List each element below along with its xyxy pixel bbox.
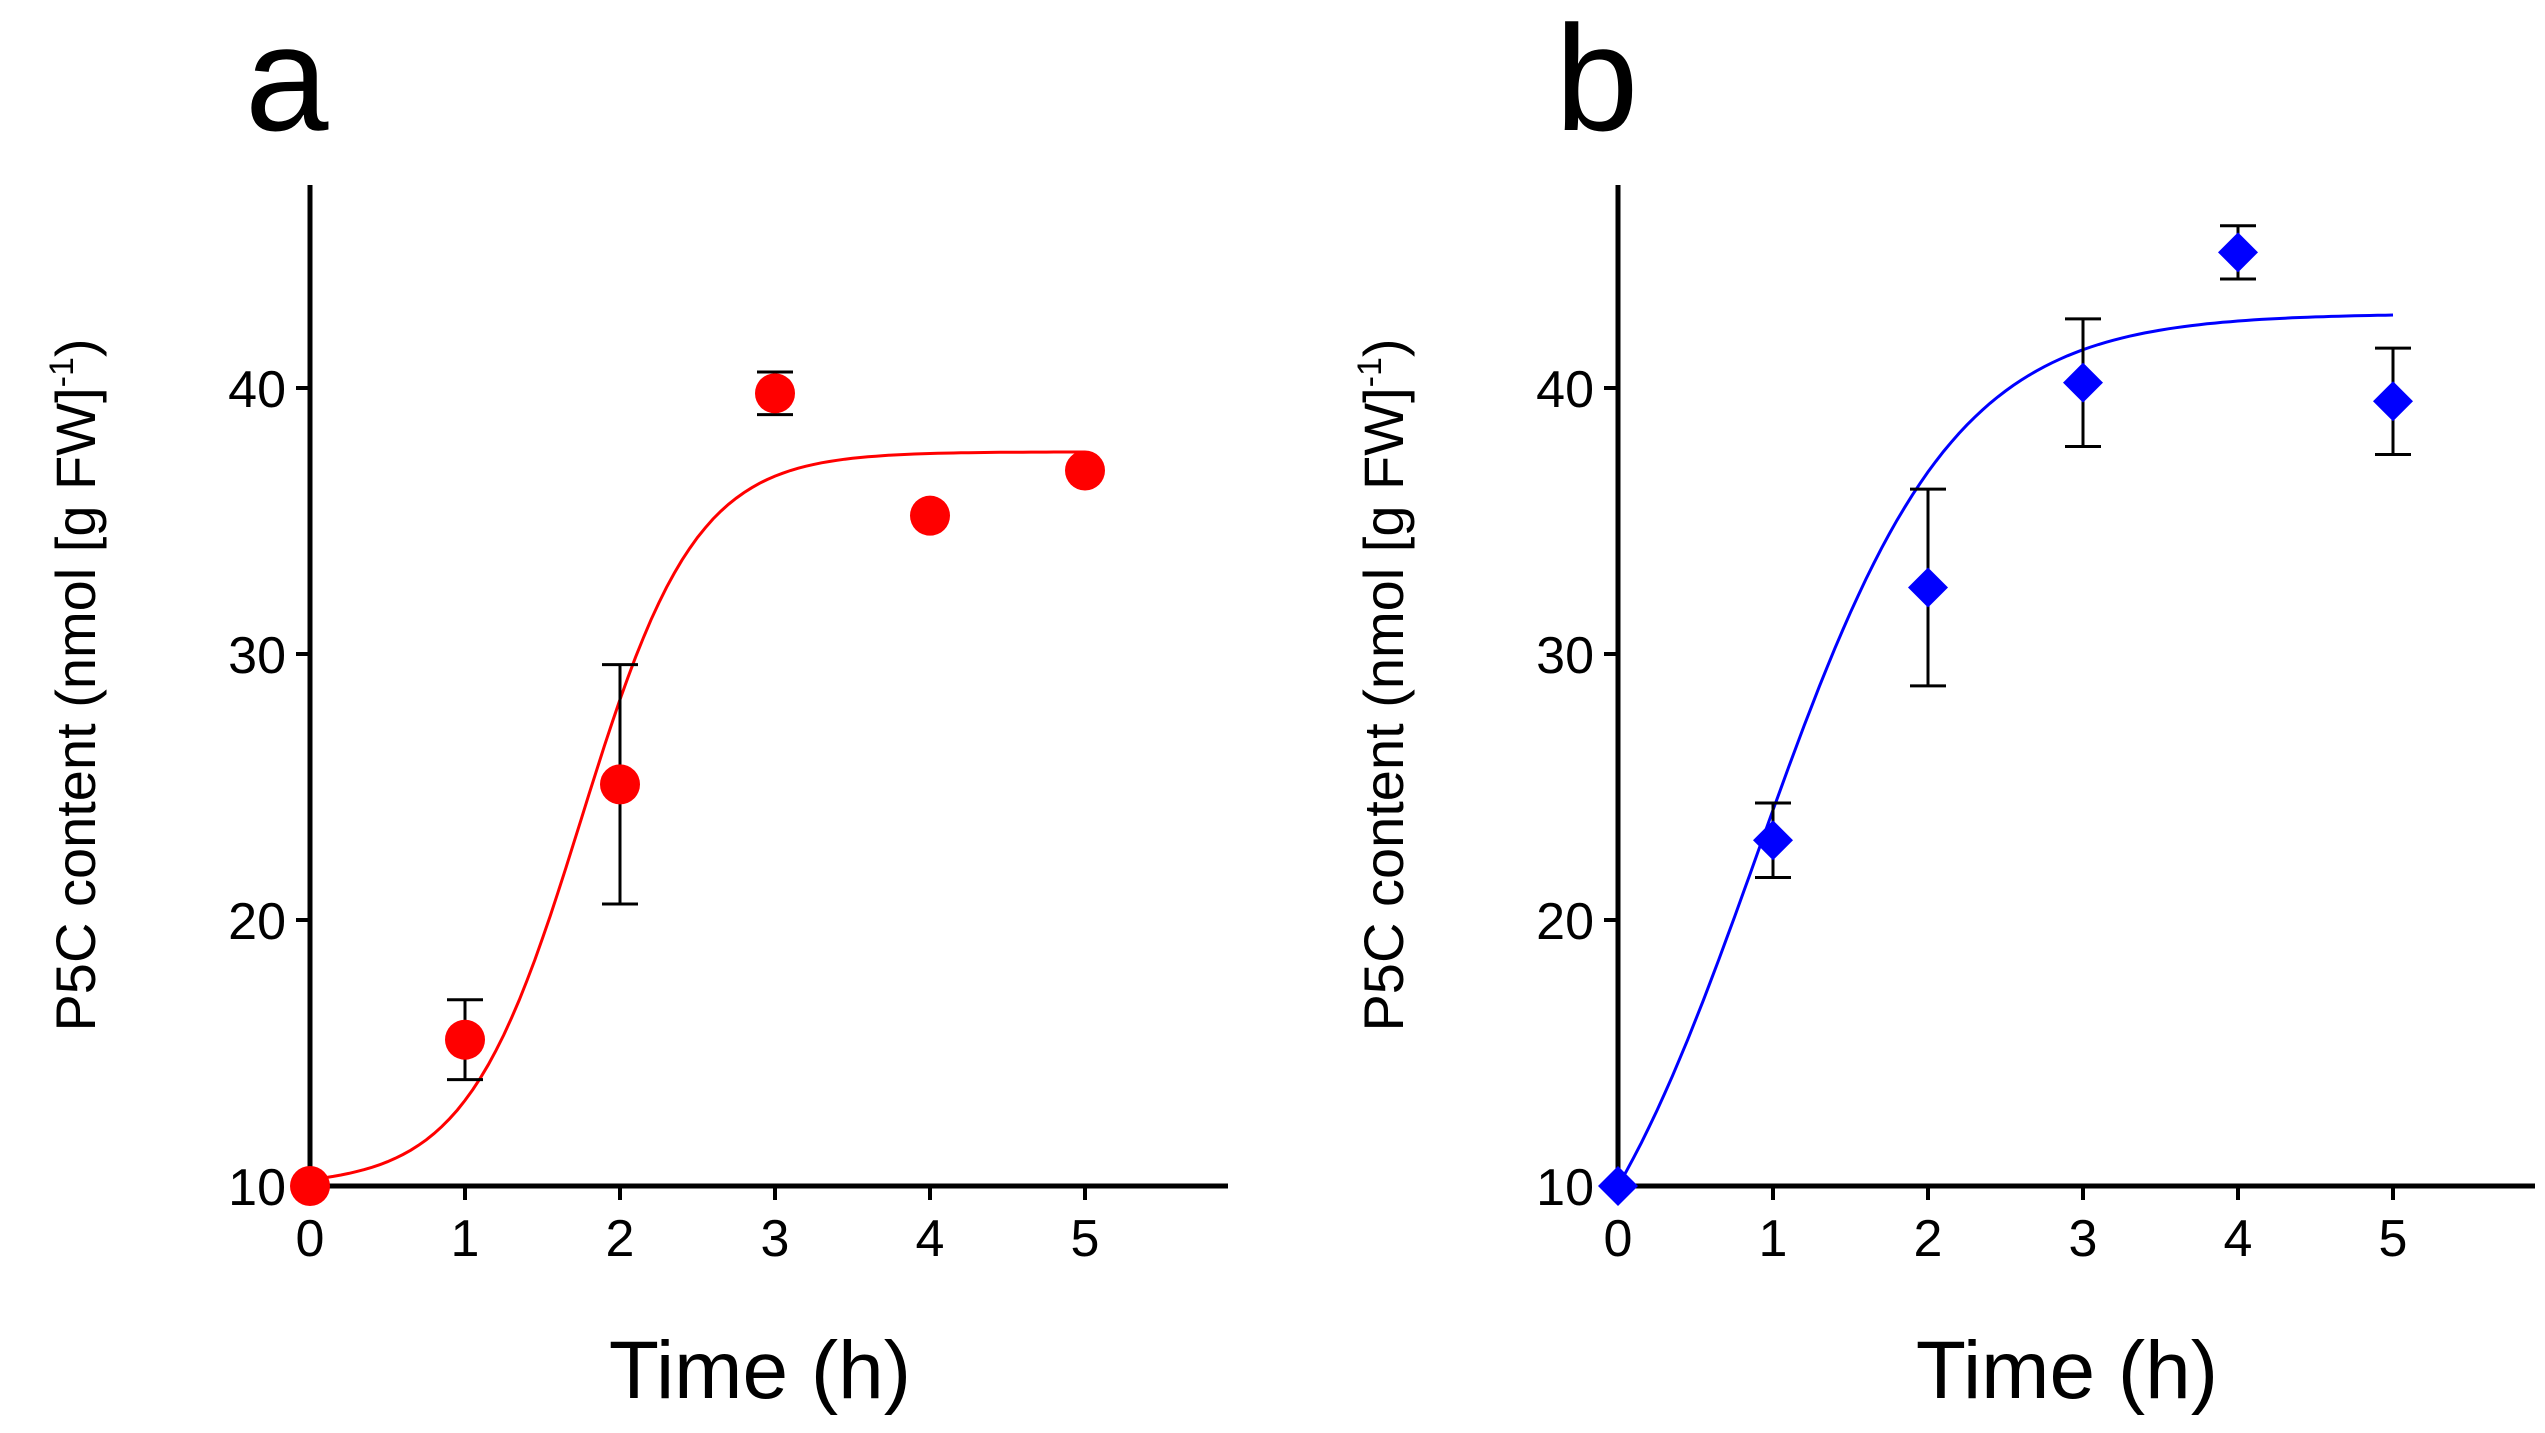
panel-b-y-tick-label: 30: [1536, 627, 1594, 685]
panel-b-data-points: [1598, 232, 2413, 1206]
panel-a-error-bars: [447, 370, 793, 1082]
panel-b-y-tick-label: 10: [1536, 1159, 1594, 1217]
panel-a-y-tick-label: 20: [228, 893, 286, 951]
panel-a-data-point: [910, 495, 950, 536]
panel-b: b 10 20 30 40 0 1 2 3 4 5 Time (h) P5C content (…: [1351, 0, 2535, 1416]
panel-a-x-tick-label: 3: [761, 1210, 790, 1268]
panel-a-data-point: [755, 373, 795, 414]
panel-b-fit-curve: [1616, 313, 2394, 1187]
panel-a-data-point: [445, 1019, 485, 1060]
panel-b-error-bars: [1755, 224, 2411, 879]
panel-a-x-tick-label: 2: [606, 1210, 635, 1268]
panel-a-x-tick-label: 5: [1071, 1210, 1100, 1268]
panel-a-y-axis-title-close: ): [44, 338, 107, 357]
panel-b-x-tick-label: 3: [2069, 1210, 2098, 1268]
panel-b-x-tick-label: 1: [1759, 1210, 1788, 1268]
panel-b-x-axis-title: Time (h): [1916, 1325, 2218, 1416]
panel-b-x-tick-label: 2: [1914, 1210, 1943, 1268]
panel-a-data-point: [600, 764, 640, 805]
panel-b-y-ticks: 10 20 30 40: [1536, 361, 1618, 1217]
panel-a: a 10 20 30 40 0 1 2 3 4 5 Time (h) P5C content (…: [43, 0, 1228, 1416]
panel-a-y-tick-label: 40: [228, 361, 286, 419]
panel-b-y-axis-title-superscript: -1: [1351, 357, 1389, 387]
panel-b-data-point: [2218, 232, 2258, 273]
panel-b-y-tick-label: 40: [1536, 361, 1594, 419]
panel-b-x-ticks: 0 1 2 3 4 5: [1604, 1186, 2408, 1268]
panel-b-data-point: [2373, 381, 2413, 422]
panel-a-y-axis-title-main: P5C content (nmol [g FW]: [44, 387, 107, 1031]
panel-a-fit-curve: [309, 450, 1085, 1181]
panel-b-x-tick-label: 4: [2224, 1210, 2253, 1268]
panel-b-y-axis-title-main: P5C content (nmol [g FW]: [1352, 387, 1415, 1031]
panel-b-x-tick-label: 5: [2379, 1210, 2408, 1268]
panel-a-x-axis-title: Time (h): [609, 1325, 911, 1416]
panel-a-y-ticks: 10 20 30 40: [228, 361, 310, 1217]
panel-b-y-tick-label: 20: [1536, 893, 1594, 951]
panel-b-y-axis-title-close: ): [1352, 338, 1415, 357]
panel-b-y-axis-title: P5C content (nmol [g FW]-1): [1351, 338, 1415, 1031]
panel-b-data-point: [1598, 1166, 1638, 1206]
panel-a-y-axis-title: P5C content (nmol [g FW]-1): [43, 338, 107, 1031]
panel-a-data-points: [290, 373, 1105, 1206]
panel-a-y-tick-label: 30: [228, 627, 286, 685]
panel-b-x-tick-label: 0: [1604, 1210, 1633, 1268]
panel-a-x-tick-label: 0: [296, 1210, 325, 1268]
panel-a-y-axis-title-superscript: -1: [43, 357, 81, 387]
panel-a-x-ticks: 0 1 2 3 4 5: [296, 1186, 1100, 1268]
panel-a-data-point: [290, 1166, 330, 1206]
panel-b-data-point: [1753, 820, 1793, 861]
panel-a-x-tick-label: 4: [916, 1210, 945, 1268]
panel-b-letter: b: [1555, 0, 1638, 162]
panel-a-letter: a: [245, 0, 329, 162]
panel-b-data-point: [2063, 362, 2103, 403]
panel-a-data-point: [1065, 450, 1105, 491]
panel-b-data-point: [1908, 567, 1948, 608]
panel-a-x-tick-label: 1: [451, 1210, 480, 1268]
panel-a-y-tick-label: 10: [228, 1159, 286, 1217]
